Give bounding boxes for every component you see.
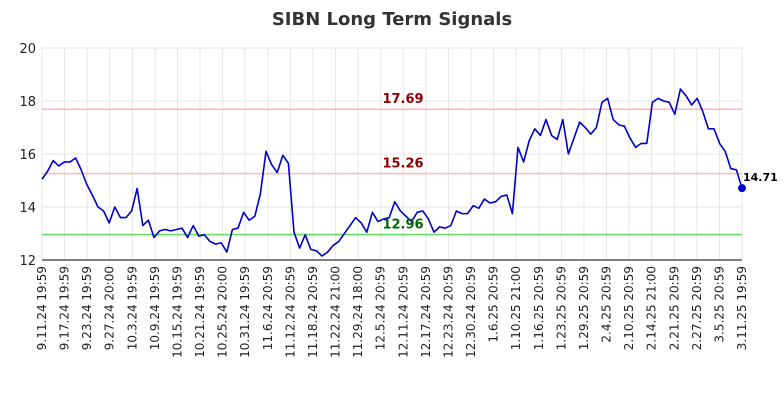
x-tick-label: 10.25.24 20:00 [216, 266, 230, 358]
x-tick-label: 1.10.25 21:00 [509, 266, 523, 350]
x-tick-label: 9.17.24 19:59 [58, 266, 72, 350]
x-tick-label: 10.21.24 19:59 [193, 266, 207, 358]
x-tick-label: 11.18.24 20:59 [306, 266, 320, 358]
x-tick-label: 12.11.24 20:59 [396, 266, 410, 358]
x-tick-label: 9.27.24 20:00 [103, 266, 117, 350]
last-price-label: 14.71 [743, 171, 778, 184]
x-tick-label: 2.27.25 20:59 [690, 266, 704, 350]
signal-level-label: 12.96 [382, 218, 423, 233]
x-tick-label: 3.11.25 19:59 [735, 266, 749, 350]
labels: 17.69 15.26 12.96 14.71 [382, 92, 777, 232]
y-tick-label: 16 [19, 148, 36, 163]
grid [41, 47, 743, 261]
x-tick-label: 11.22.24 21:00 [329, 266, 343, 358]
signal-levels [42, 108, 742, 236]
x-tick-label: 10.3.24 19:59 [125, 266, 139, 350]
x-tick-label: 9.11.24 19:59 [35, 266, 49, 350]
axes: 12 14 16 18 20 9.11.24 19:59 9.17.24 19:59 9.23… [19, 42, 749, 358]
x-tick-label: 10.31.24 19:59 [238, 266, 252, 358]
x-tick-label: 11.29.24 18:00 [351, 266, 365, 358]
x-tick-label: 2.10.25 20:59 [622, 266, 636, 350]
x-tick-label: 2.21.25 20:59 [667, 266, 681, 350]
x-tick-label: 9.23.24 19:59 [80, 266, 94, 350]
x-tick-label: 12.23.24 20:59 [441, 266, 455, 358]
y-tick-label: 18 [19, 95, 36, 110]
x-tick-label: 12.5.24 20:59 [374, 266, 388, 350]
x-tick-label: 10.15.24 19:59 [170, 266, 184, 358]
y-tick-label: 14 [19, 201, 36, 216]
x-tick-label: 1.29.25 20:59 [577, 266, 591, 350]
x-tick-label: 1.23.25 20:59 [554, 266, 568, 350]
x-tick-label: 11.12.24 20:59 [283, 266, 297, 358]
x-tick-label: 2.4.25 20:59 [600, 266, 614, 343]
x-tick-label: 1.6.25 20:59 [487, 266, 501, 343]
x-tick-label: 2.14.25 21:00 [645, 266, 659, 350]
series-layer [41, 88, 746, 257]
x-tick-label: 11.6.24 20:59 [261, 266, 275, 350]
chart-title: SIBN Long Term Signals [272, 9, 512, 30]
x-tick-label: 1.16.25 20:59 [532, 266, 546, 350]
x-tick-label: 10.9.24 19:59 [148, 266, 162, 350]
price-line [41, 88, 743, 257]
y-tick-label: 12 [19, 254, 36, 269]
x-tick-label: 3.5.25 20:59 [712, 266, 726, 343]
y-tick-label: 20 [19, 42, 36, 57]
signal-level-label: 17.69 [382, 92, 423, 107]
last-price-marker [738, 184, 746, 193]
x-tick-label: 12.30.24 20:59 [464, 266, 478, 358]
signal-level-label: 15.26 [382, 157, 423, 172]
x-tick-label: 12.17.24 20:59 [419, 266, 433, 358]
